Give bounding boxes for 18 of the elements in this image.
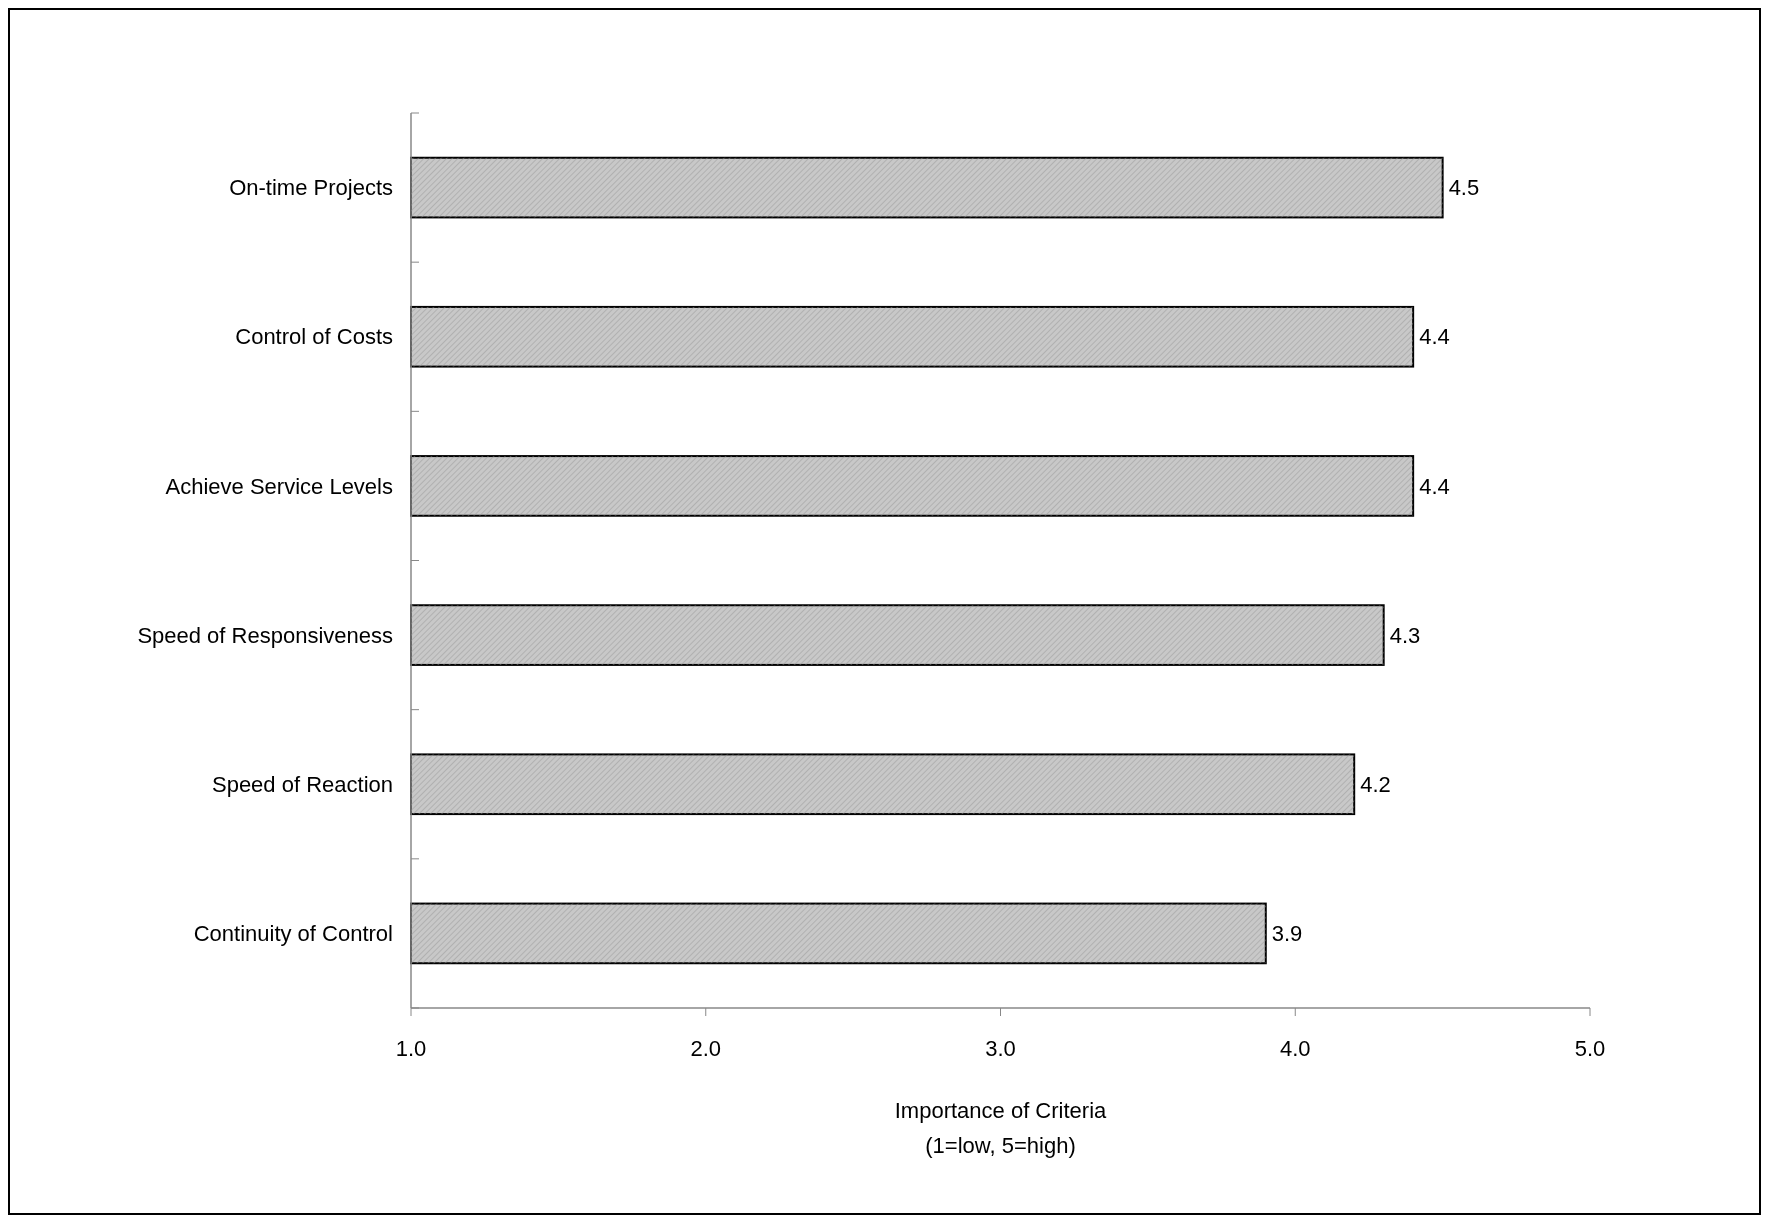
data-label: 3.9 [1271,921,1303,947]
x-axis-title: Importance of Criteria (1=low, 5=high) [894,1098,1108,1158]
data-label: 4.5 [1448,175,1480,201]
x-tick-label: 2.0 [690,1036,722,1061]
x-tick-label: 5.0 [1574,1036,1606,1061]
data-label: 4.4 [1419,473,1450,499]
y-tick-label: Achieve Service Levels [165,473,393,499]
x-tick-label: 3.0 [985,1036,1016,1061]
y-tick-label: Speed of Reaction [211,771,393,797]
x-tick-label: 1.0 [395,1036,427,1061]
x-tick-label: 4.0 [1279,1036,1311,1061]
y-tick-label: Control of Costs [235,324,393,350]
data-label: 4.2 [1360,771,1391,797]
y-tick-label: Speed of Responsiveness [137,622,393,648]
data-label: 4.3 [1389,622,1421,648]
y-tick-label: Continuity of Control [193,921,393,947]
y-tick-label: On-time Projects [229,175,393,201]
data-label: 4.4 [1419,324,1450,350]
